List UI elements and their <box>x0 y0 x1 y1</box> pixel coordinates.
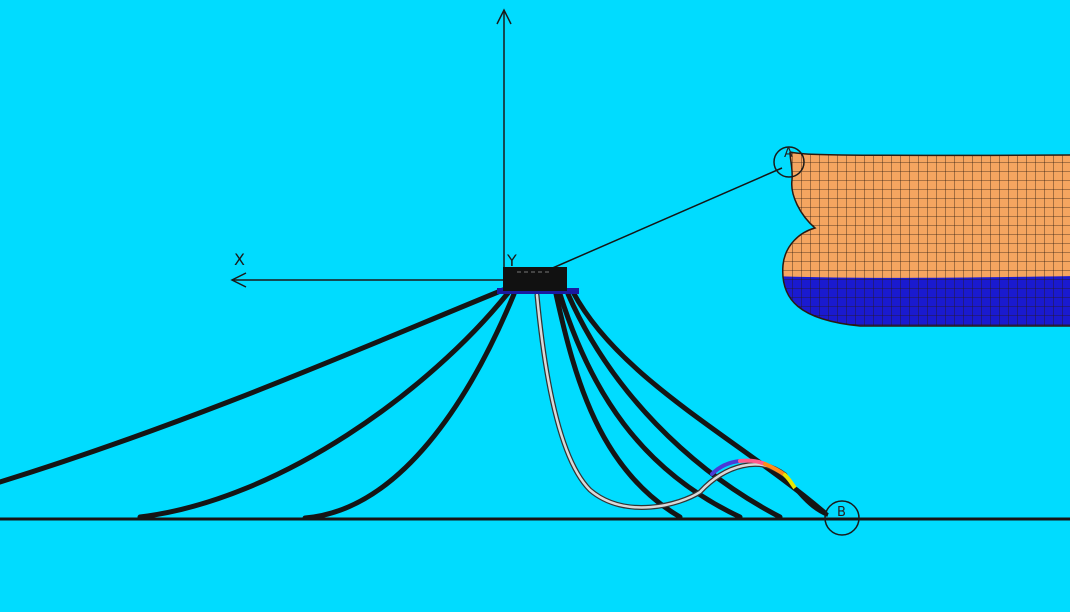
y-axis-label: Y <box>506 251 517 270</box>
ship-hull <box>782 152 1070 326</box>
ship-hull-outline <box>781 151 1070 327</box>
connection-marker-a <box>773 146 805 178</box>
flexible-hose <box>534 292 797 510</box>
hose-outline <box>534 292 788 510</box>
buoyancy-segment-1 <box>710 459 742 476</box>
buoyancy-segment-3 <box>763 462 787 477</box>
mooring-line-right-3 <box>565 291 783 520</box>
buoyancy-segment-4 <box>783 473 797 490</box>
mooring-line-left-2 <box>137 290 511 520</box>
mooring-lines <box>0 287 828 521</box>
x-axis-arrowhead <box>230 272 247 288</box>
coordinate-axes <box>230 8 512 288</box>
touchdown-marker-b <box>824 500 860 536</box>
ship-mesh <box>782 152 1070 326</box>
hawser-line <box>547 167 783 271</box>
y-axis-arrowhead <box>496 8 512 25</box>
mooring-line-right-2 <box>557 291 743 520</box>
mooring-line-right-4 <box>570 289 828 516</box>
mooring-line-right-1 <box>553 291 683 520</box>
calm-buoy <box>497 267 579 294</box>
mooring-line-left-3 <box>302 291 517 521</box>
buoy-body <box>503 267 567 291</box>
x-axis-label: X <box>234 250 245 269</box>
mooring-line-left-1 <box>0 287 506 485</box>
connection-label-a: A <box>784 146 793 161</box>
touchdown-label-b: B <box>837 505 846 520</box>
hose-core <box>535 293 787 509</box>
